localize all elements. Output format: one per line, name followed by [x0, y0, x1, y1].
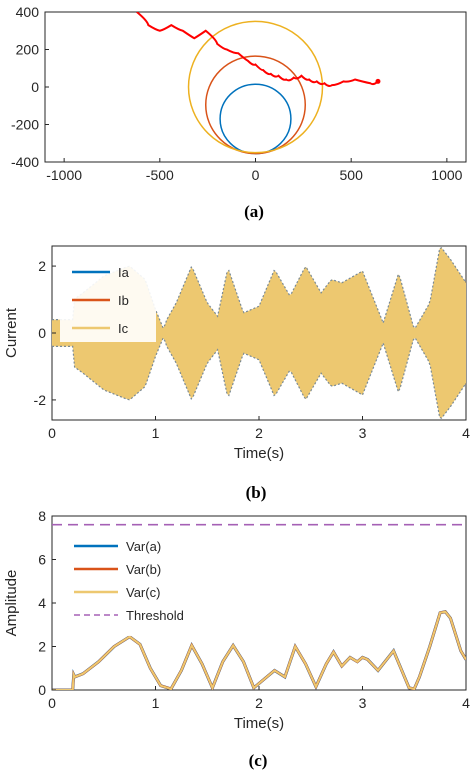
- var-c-line: [52, 610, 466, 690]
- x-axis-label: Time(s): [234, 445, 284, 462]
- panel-a-axes-box: [44, 11, 467, 163]
- circle-trace: [187, 20, 324, 154]
- panel-c-amplitude: 0 1 2 3 4 0 2 4 6 8 Time(s) Amplitude Var(a) Var(b) V…: [3, 508, 470, 732]
- x-tick-label: 4: [462, 425, 470, 441]
- x-tick-label: 3: [359, 695, 367, 711]
- x-tick-label: 0: [252, 167, 260, 183]
- legend-label: Ib: [118, 293, 129, 308]
- y-tick-label: 8: [38, 508, 46, 524]
- y-axis-label: Amplitude: [3, 570, 20, 637]
- x-tick-label: 1000: [431, 167, 462, 183]
- panel-a-scatter-circles: -1000 -500 0 500 1000 -400 -200 0 200 400: [11, 4, 467, 183]
- legend-label: Ic: [118, 321, 129, 336]
- y-tick-label: 0: [31, 79, 39, 95]
- caption-a: (a): [244, 202, 264, 221]
- y-tick-label: -2: [34, 392, 47, 408]
- trajectory-endpoint: [375, 78, 381, 84]
- legend-label: Var(b): [126, 562, 161, 577]
- legend-label: Threshold: [126, 608, 184, 623]
- y-tick-label: 6: [38, 552, 46, 568]
- x-tick-label: -1000: [46, 167, 82, 183]
- current-envelope-area: [52, 247, 466, 419]
- legend-label: Var(c): [126, 585, 160, 600]
- legend-box: [60, 532, 236, 636]
- y-tick-label: 0: [38, 682, 46, 698]
- x-tick-label: 4: [462, 695, 470, 711]
- circle-trace: [204, 55, 307, 155]
- trajectory-line: [136, 12, 379, 87]
- caption-c: (c): [249, 751, 268, 770]
- y-tick-label: 400: [16, 4, 40, 20]
- envelope-lower-edge: [52, 336, 466, 419]
- y-tick-label: 200: [16, 42, 40, 58]
- y-tick-label: -400: [11, 154, 39, 170]
- x-tick-label: 3: [359, 425, 367, 441]
- caption-b: (b): [246, 483, 267, 502]
- y-axis-label: Current: [3, 307, 20, 358]
- x-tick-label: 1: [152, 695, 160, 711]
- x-tick-label: 2: [255, 425, 263, 441]
- panel-b-current: 0 1 2 3 4 -2 0 2 Time(s) Current Ia Ib Ic: [3, 245, 470, 462]
- legend-label: Ia: [118, 265, 130, 280]
- legend-label: Var(a): [126, 539, 161, 554]
- y-tick-label: 2: [38, 639, 46, 655]
- y-tick-label: -200: [11, 117, 39, 133]
- y-tick-label: 4: [38, 595, 46, 611]
- x-tick-label: 500: [340, 167, 364, 183]
- x-tick-label: -500: [146, 167, 174, 183]
- x-tick-label: 0: [48, 695, 56, 711]
- x-tick-label: 0: [48, 425, 56, 441]
- x-axis-label: Time(s): [234, 715, 284, 732]
- x-tick-label: 1: [152, 425, 160, 441]
- y-tick-label: 0: [38, 325, 46, 341]
- x-tick-label: 2: [255, 695, 263, 711]
- y-tick-label: 2: [38, 258, 46, 274]
